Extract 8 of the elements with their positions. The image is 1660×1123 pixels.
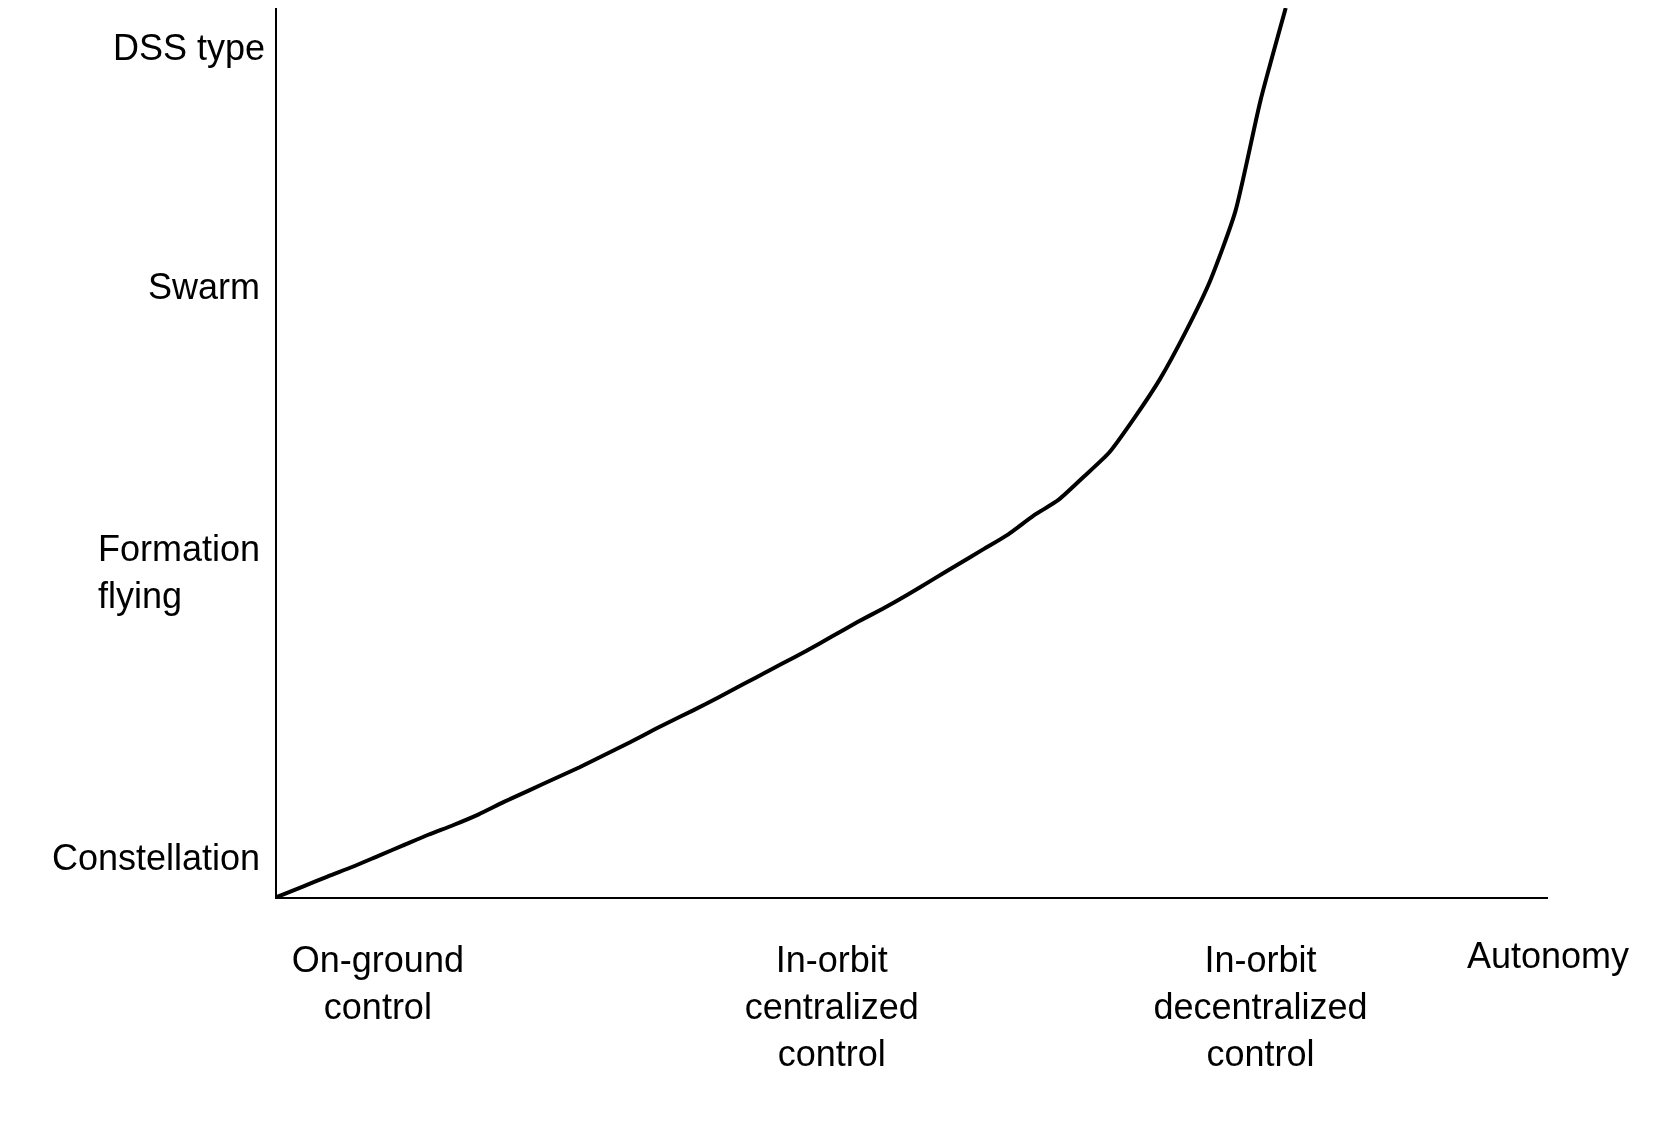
text: Formation flying xyxy=(98,528,261,616)
x-axis-title: Autonomy xyxy=(1467,935,1630,976)
x-tick-label: In-orbit centralized control xyxy=(744,939,919,1074)
text: Constellation xyxy=(52,837,261,878)
x-tick-label: On-ground control xyxy=(291,939,464,1027)
y-axis-title: DSS type xyxy=(113,27,266,68)
x-tick-label: In-orbit decentralized control xyxy=(1153,939,1368,1074)
text: Swarm xyxy=(148,266,261,307)
